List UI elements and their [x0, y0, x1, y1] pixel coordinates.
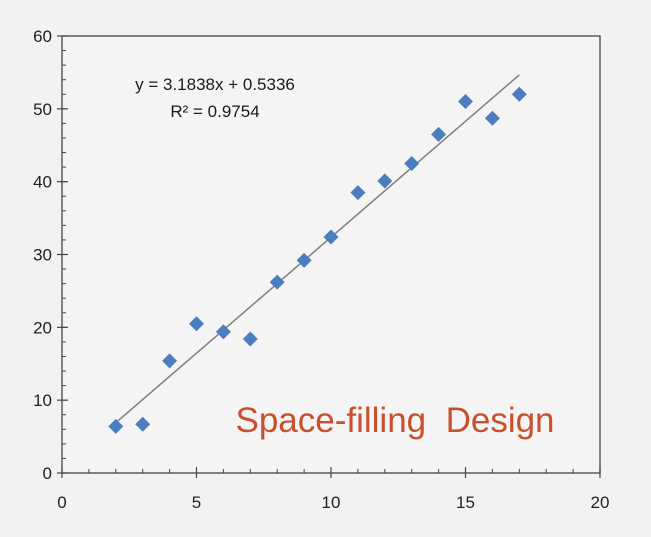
- design-label: Space-filling Design: [235, 401, 554, 440]
- data-point: [404, 155, 420, 171]
- y-tick-label: 20: [33, 318, 52, 337]
- x-tick-label: 0: [57, 493, 66, 512]
- data-point: [189, 316, 204, 332]
- y-tick-label: 30: [33, 246, 52, 265]
- equation-label: y = 3.1838x + 0.5336: [135, 75, 295, 94]
- data-point: [323, 229, 339, 245]
- r-squared-label: R² = 0.9754: [170, 102, 259, 121]
- trendline-group: [115, 74, 520, 424]
- data-point: [377, 173, 393, 189]
- data-point: [215, 324, 231, 340]
- y-tick-label: 0: [43, 464, 52, 483]
- y-tick-label: 50: [33, 100, 52, 119]
- y-tick-label: 60: [33, 27, 52, 46]
- data-point: [431, 126, 447, 142]
- data-point: [484, 110, 500, 126]
- y-tick-label: 40: [33, 173, 52, 192]
- trendline: [115, 74, 520, 424]
- x-tick-label: 5: [192, 493, 201, 512]
- tick-labels: 0 10 20 30 40 50 60 0 5 10 15 20: [33, 27, 609, 512]
- data-point: [458, 94, 473, 110]
- axes: [57, 35, 601, 478]
- data-point: [511, 86, 527, 102]
- data-point: [108, 418, 124, 434]
- y-tick-label: 10: [33, 391, 52, 410]
- data-point: [242, 331, 258, 347]
- data-point: [135, 416, 151, 432]
- x-tick-label: 20: [591, 493, 610, 512]
- data-point: [350, 185, 366, 201]
- data-point: [296, 252, 312, 268]
- x-tick-label: 10: [322, 493, 341, 512]
- data-points: [108, 86, 527, 434]
- data-point: [162, 353, 178, 369]
- plot-area: [62, 36, 600, 473]
- x-tick-label: 15: [456, 493, 475, 512]
- data-point: [269, 274, 285, 290]
